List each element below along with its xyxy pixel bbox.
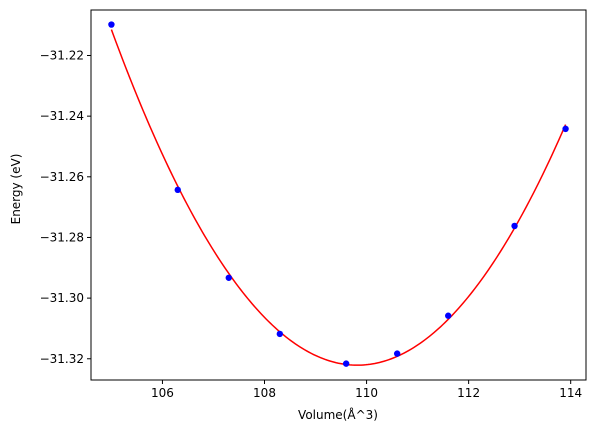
y-tick-label: −31.26 [40,170,84,184]
x-tick-label: 106 [151,386,174,400]
data-point [445,312,452,319]
data-point [225,274,232,281]
y-tick-label: −31.32 [40,352,84,366]
data-point [342,360,350,367]
plot-area [90,9,587,381]
y-tick-label: −31.30 [40,291,84,305]
y-tick-label: −31.28 [40,230,84,244]
data-point [393,350,401,357]
plot-frame [90,9,587,381]
y-tick-label: −31.24 [40,109,84,123]
data-point [174,186,181,194]
y-tick-label: −31.22 [40,48,84,62]
data-point [108,21,115,28]
x-tick-label: 114 [559,386,582,400]
y-axis: −31.22 −31.24 −31.26 −31.28 −31.30 −31.32 [40,48,91,366]
x-tick-label: 112 [457,386,480,400]
y-axis-label: Energy (eV) [9,154,23,225]
data-point [276,330,284,338]
data-point [562,125,569,133]
x-axis: 106 108 110 112 114 [151,380,582,400]
fit-curve-line [110,29,567,366]
data-point [511,222,518,230]
x-tick-label: 110 [355,386,378,400]
x-tick-label: 108 [253,386,276,400]
x-axis-label: Volume(Å^3) [298,407,378,422]
